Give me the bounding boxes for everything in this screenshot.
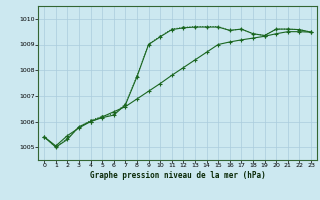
X-axis label: Graphe pression niveau de la mer (hPa): Graphe pression niveau de la mer (hPa): [90, 171, 266, 180]
